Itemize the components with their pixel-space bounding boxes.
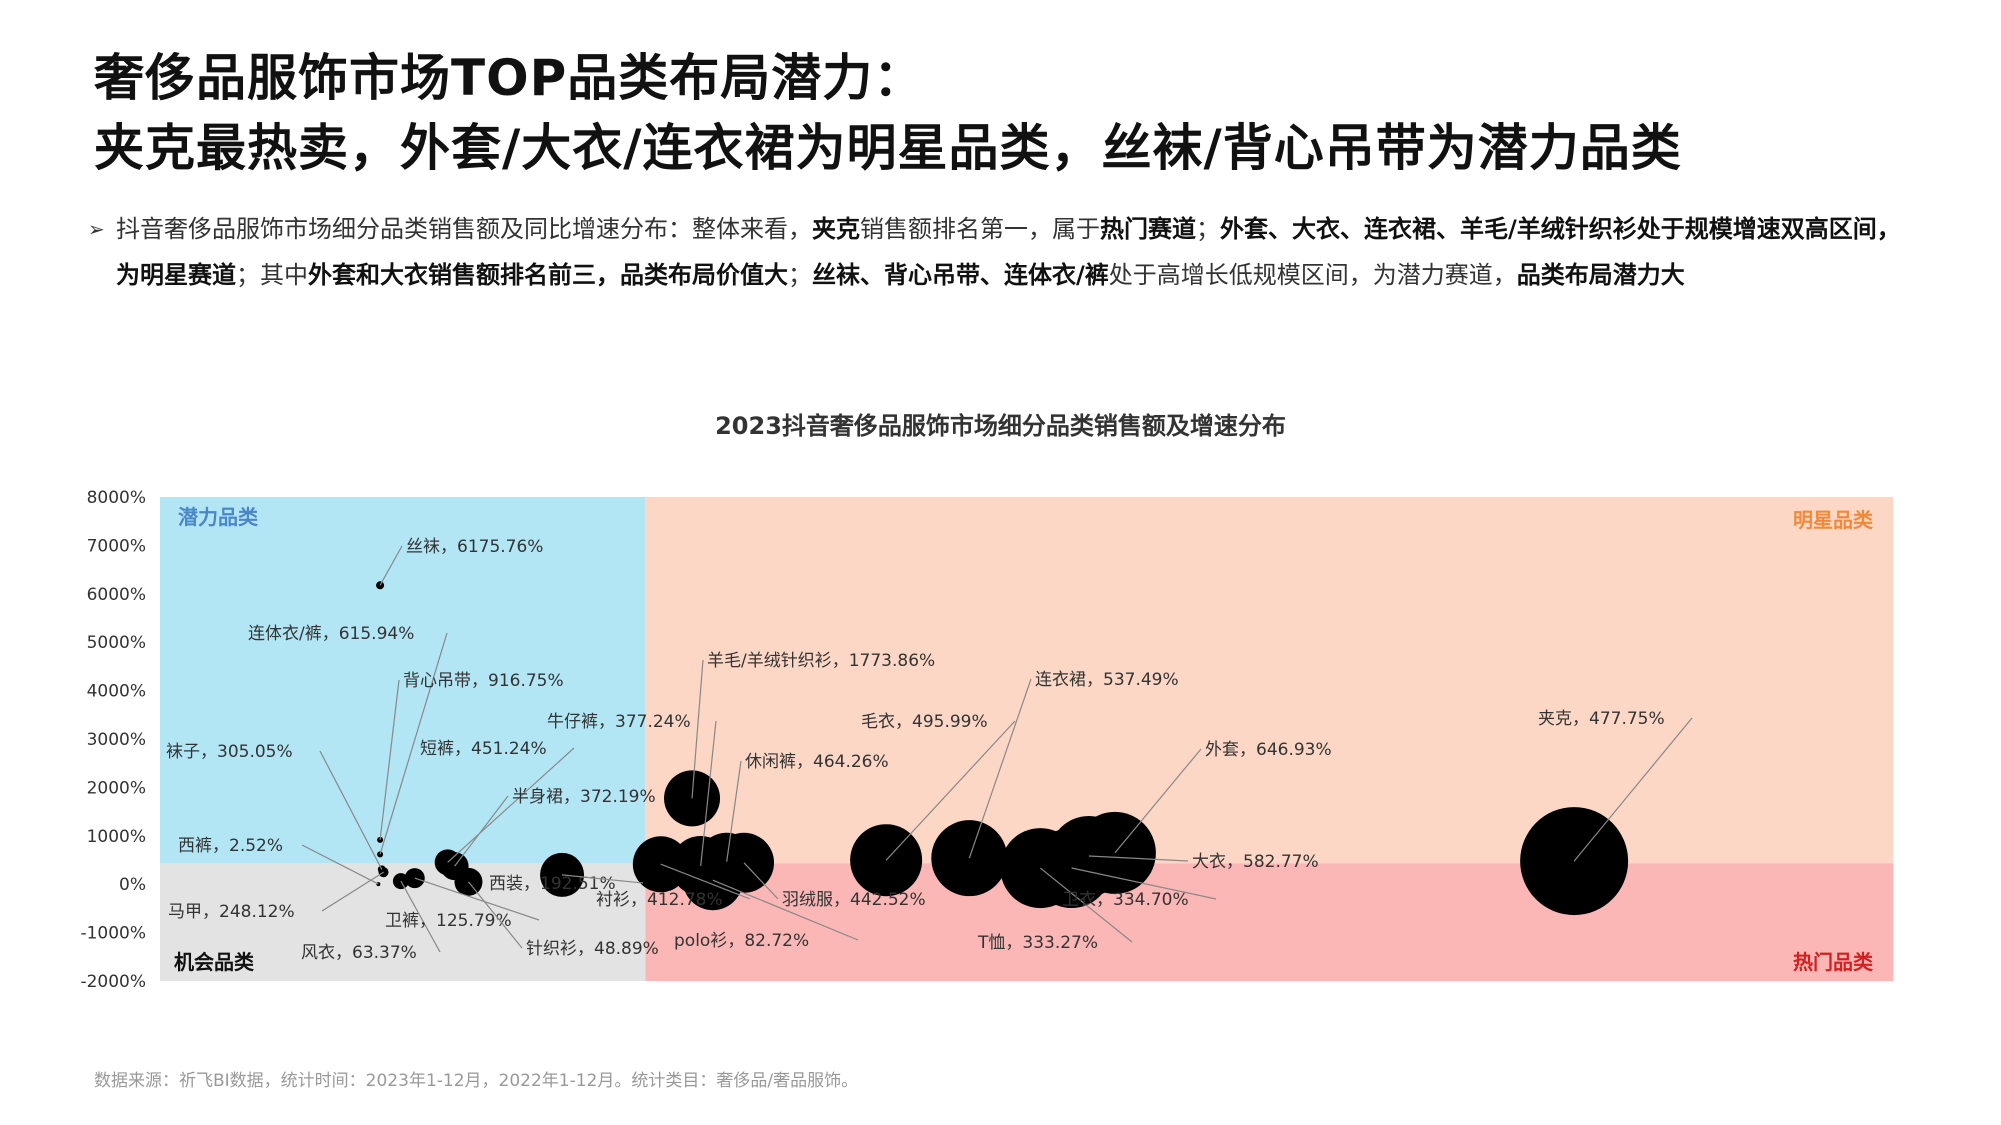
leader-line (468, 881, 523, 949)
summary-segment: ； (788, 261, 812, 289)
data-label: 连衣裙，537.49% (1035, 670, 1179, 690)
y-tick-label: 0% (119, 875, 146, 895)
leader-line (319, 750, 383, 870)
data-label: 夹克，477.75% (1538, 709, 1665, 729)
page-subtitle: 夹克最热卖，外套/大衣/连衣裙为明星品类，丝袜/背心吊带为潜力品类 (94, 119, 1682, 177)
data-label: 大衣，582.77% (1192, 852, 1319, 872)
summary-segment: 丝袜、背心吊带、连体衣/裤 (812, 261, 1109, 289)
leader-line (414, 877, 540, 921)
page-title: 奢侈品服饰市场TOP品类布局潜力： (94, 49, 925, 107)
summary-segment: 销售额排名第一，属于 (860, 215, 1100, 243)
data-label: 背心吊带，916.75% (403, 671, 564, 691)
leader-line (660, 863, 751, 900)
data-label: 连体衣/裤，615.94% (248, 624, 414, 644)
quadrant-label-star: 明星品类 (1793, 508, 1873, 532)
summary-segment: 抖音奢侈品服饰市场细分品类销售额及同比增速分布：整体来看， (116, 215, 812, 243)
data-source-note: 数据来源：祈飞BI数据，统计时间：2023年1-12月，2022年1-12月。统… (94, 1071, 859, 1091)
leader-line (379, 545, 403, 586)
y-tick-label: -1000% (80, 924, 146, 944)
y-tick-label: 3000% (87, 730, 146, 750)
data-label: 风衣，63.37% (301, 943, 417, 963)
summary-segment: ； (1196, 215, 1220, 243)
leader-line (700, 720, 717, 867)
summary-segment: 夹克 (812, 215, 860, 243)
data-label: 衬衫，412.78% (596, 890, 723, 910)
summary-bullet: ➢ 抖音奢侈品服饰市场细分品类销售额及同比增速分布：整体来看，夹克销售额排名第一… (88, 206, 1918, 298)
data-label: 羊毛/羊绒针织衫，1773.86% (707, 651, 935, 671)
quadrant-label-hot: 热门品类 (1793, 950, 1873, 974)
leader-line (691, 659, 704, 799)
quadrant-star-bg (645, 497, 1893, 864)
data-label: 马甲，248.12% (168, 902, 295, 922)
summary-segment: 热门赛道 (1100, 215, 1196, 243)
y-tick-label: 4000% (87, 682, 146, 702)
leader-line (301, 844, 379, 885)
chart-title: 2023抖音奢侈品服饰市场细分品类销售额及增速分布 (715, 412, 1286, 440)
leader-line (726, 760, 742, 862)
quadrant-hot-bg (645, 863, 1893, 981)
y-tick-label: -2000% (80, 972, 146, 992)
leader-line (379, 632, 448, 855)
data-label: 外套，646.93% (1205, 740, 1332, 760)
bullet-arrow-icon: ➢ (88, 217, 105, 241)
summary-segment: 处于高增长低规模区间，为潜力赛道， (1108, 261, 1517, 289)
leader-line (561, 874, 644, 884)
leader-line (1071, 867, 1217, 900)
data-label: 半身裙，372.19% (512, 787, 656, 807)
data-label: 西装，192.51% (489, 874, 616, 894)
data-label: 针织衫，48.89% (526, 939, 659, 959)
summary-segment: ；其中 (236, 261, 308, 289)
data-label: 短裤，451.24% (420, 739, 547, 759)
y-tick-label: 1000% (87, 827, 146, 847)
leader-line (400, 880, 441, 953)
leader-line (321, 871, 384, 912)
leader-line (454, 795, 509, 867)
leader-line (1114, 748, 1202, 854)
leader-line (379, 679, 400, 840)
data-label: 毛衣，495.99% (861, 712, 988, 732)
data-label: 羽绒服，442.52% (782, 890, 926, 910)
quadrant-potential-bg (160, 497, 646, 864)
data-label: 牛仔裤，377.24% (547, 712, 691, 732)
leader-line (743, 862, 779, 900)
leader-line (1088, 855, 1189, 862)
leader-line (968, 678, 1032, 859)
y-tick-label: 2000% (87, 778, 146, 798)
y-tick-label: 6000% (87, 585, 146, 605)
leader-line (1573, 717, 1693, 862)
summary-segment: 外套、大衣、连衣裙、羊毛/羊绒针织衫处于规模增速双高区间，为明星赛道 (116, 215, 1901, 289)
data-label: T恤，333.27% (977, 933, 1098, 953)
data-label: 西裤，2.52% (178, 836, 283, 856)
y-tick-label: 8000% (87, 488, 146, 508)
data-label: 丝袜，6175.76% (406, 537, 543, 557)
summary-text: 抖音奢侈品服饰市场细分品类销售额及同比增速分布：整体来看，夹克销售额排名第一，属… (88, 206, 1918, 298)
quadrant-label-opportunity: 机会品类 (174, 950, 254, 974)
leader-line (712, 879, 859, 941)
leader-line (447, 747, 575, 863)
data-label: 袜子，305.05% (166, 742, 293, 762)
y-tick-label: 7000% (87, 536, 146, 556)
leader-line (885, 720, 1016, 861)
quadrant-label-potential: 潜力品类 (178, 505, 258, 529)
data-label: polo衫，82.72% (674, 931, 809, 951)
data-label: 卫衣，334.70% (1062, 890, 1189, 910)
data-label: 休闲裤，464.26% (745, 752, 889, 772)
summary-segment: 外套和大衣销售额排名前三，品类布局价值大 (308, 261, 788, 289)
data-label: 卫裤，125.79% (385, 911, 512, 931)
y-tick-label: 5000% (87, 633, 146, 653)
leader-line (1039, 867, 1133, 943)
summary-segment: 品类布局潜力大 (1516, 261, 1685, 289)
